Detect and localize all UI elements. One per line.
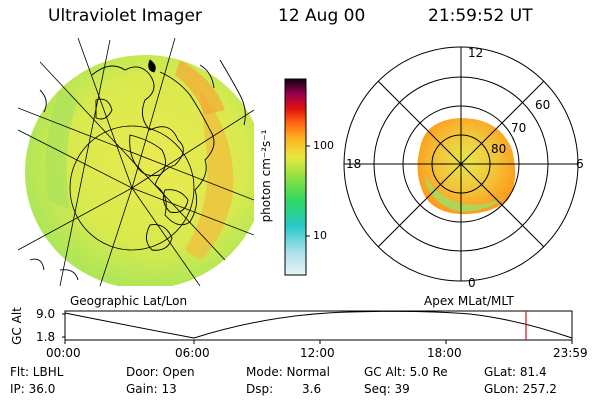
date-label: 12 Aug 00 [278, 6, 366, 26]
lat-label-60: 60 [535, 98, 551, 112]
time-tick-1200: 12:00 [300, 346, 335, 360]
altitude-tick-9: 9.0 [36, 307, 56, 321]
geographic-label: Geographic Lat/Lon [70, 294, 188, 308]
time-tick-1800: 18:00 [427, 346, 462, 360]
time-tick-0600: 06:00 [175, 346, 210, 360]
info-gain: Gain: 13 [126, 382, 177, 396]
altitude-axis-label: GC Alt [10, 307, 24, 345]
info-flt: Flt: LBHL [10, 365, 64, 379]
info-seq: Seq: 39 [364, 382, 410, 396]
mlt-label-6: 6 [576, 157, 584, 171]
lat-label-70: 70 [511, 121, 527, 135]
instrument-title: Ultraviolet Imager [48, 6, 202, 26]
lat-label-80: 80 [491, 142, 507, 156]
info-gcalt: GC Alt: 5.0 Re [364, 365, 448, 379]
info-glat: GLat: 81.4 [484, 365, 547, 379]
time-tick-2359: 23:59 [553, 346, 588, 360]
info-dsp-value: 3.6 [302, 382, 322, 396]
mlt-label-0: 0 [468, 276, 476, 290]
apex-label: Apex MLat/MLT [424, 294, 514, 308]
polar-plot [343, 46, 579, 282]
info-glon: GLon: 257.2 [484, 382, 557, 396]
time-tick-0000: 00:00 [46, 346, 81, 360]
colorbar-tick-100: 100 [313, 139, 334, 152]
info-door: Door: Open [126, 365, 195, 379]
altitude-plot [62, 310, 573, 344]
time-label: 21:59:52 UT [428, 6, 533, 26]
geographic-image [18, 38, 254, 286]
info-ip: IP: 36.0 [10, 382, 56, 396]
colorbar-unit-label: photon cm⁻²s⁻¹ [259, 129, 273, 223]
info-dsp-label: Dsp: [246, 382, 274, 396]
altitude-tick-1-8: 1.8 [36, 330, 56, 344]
colorbar-tick-10: 10 [313, 229, 327, 242]
info-mode: Mode: Normal [246, 365, 330, 379]
mlt-label-18: 18 [346, 157, 362, 171]
mlt-label-12: 12 [468, 46, 484, 60]
colorbar [284, 78, 307, 276]
